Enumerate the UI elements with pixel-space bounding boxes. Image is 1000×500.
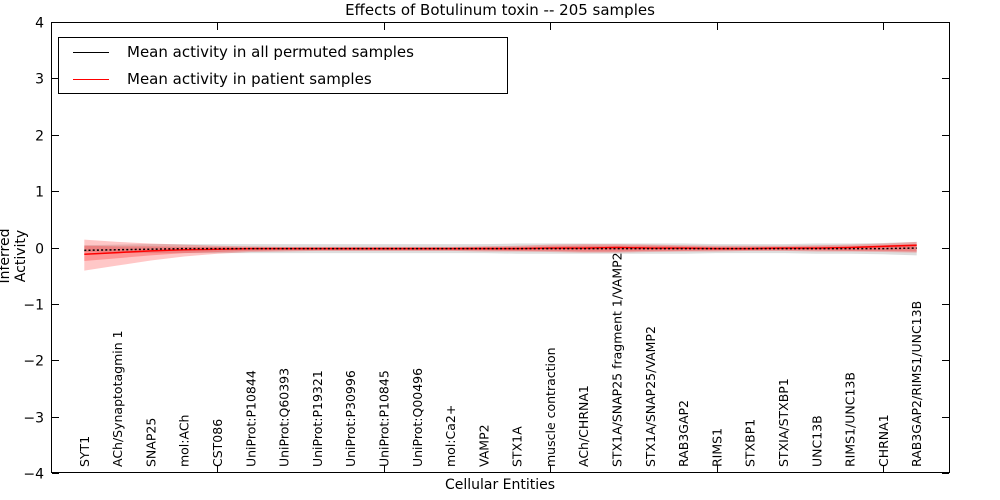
legend-entry-permuted: Mean activity in all permuted samples: [73, 39, 507, 66]
x-category-label: SNAP25: [143, 418, 158, 467]
y-tick-label: 4: [35, 16, 44, 32]
patient-sample-range-outer-band: [84, 239, 917, 271]
y-tick-label: 3: [35, 72, 44, 88]
y-tick-label: −1: [23, 298, 44, 314]
x-category-label: UniProt:Q60393: [277, 368, 292, 467]
x-category-label: UniProt:P10844: [243, 370, 258, 467]
x-category-label: STXIA/STXBP1: [776, 378, 791, 467]
legend-label-permuted: Mean activity in all permuted samples: [127, 43, 414, 61]
x-category-label: UniProt:Q00496: [410, 368, 425, 467]
y-tick-label: −3: [23, 411, 44, 427]
x-category-label: STX1A/SNAP25/VAMP2: [643, 326, 658, 467]
x-category-label: mol:ACh: [177, 415, 192, 468]
x-category-label: ACh/CHRNA1: [576, 385, 591, 467]
x-category-label: STXBP1: [743, 419, 758, 467]
y-tick-label: 0: [35, 242, 44, 258]
legend: Mean activity in all permuted samples Me…: [58, 37, 508, 94]
x-category-label: UNC13B: [809, 415, 824, 467]
x-category-label: CHRNA1: [876, 414, 891, 467]
x-category-label: mol:Ca2+: [443, 405, 458, 467]
x-category-label: UniProt:P10845: [376, 370, 391, 467]
y-tick-label: −2: [23, 354, 44, 370]
chart-title: Effects of Botulinum toxin -- 205 sample…: [345, 1, 655, 19]
x-category-label: STX1A/SNAP25 fragment 1/VAMP2: [610, 252, 625, 467]
y-tick-label: 1: [35, 185, 44, 201]
legend-line-sample-patient: [73, 78, 109, 80]
x-category-label: STX1A: [510, 426, 525, 467]
legend-line-sample-permuted: [73, 51, 109, 53]
x-category-label: CST086: [210, 419, 225, 467]
x-category-label: RAB3GAP2: [676, 400, 691, 467]
x-category-label: VAMP2: [476, 424, 491, 467]
mean-line-permuted: [84, 247, 917, 252]
x-category-label: RAB3GAP2/RIMS1/UNC13B: [909, 301, 924, 467]
x-category-label: SYT1: [77, 436, 92, 467]
x-category-label: ACh/Synaptotagmin 1: [110, 330, 125, 467]
plot-border: [51, 22, 950, 473]
x-category-label: UniProt:P19321: [310, 370, 325, 467]
legend-label-patient: Mean activity in patient samples: [127, 70, 372, 88]
y-tick-label: 2: [35, 129, 44, 145]
x-category-label: RIMS1: [709, 428, 724, 467]
legend-entry-patient: Mean activity in patient samples: [73, 66, 507, 93]
x-category-label: muscle contraction: [543, 347, 558, 467]
x-category-label: RIMS1/UNC13B: [843, 372, 858, 467]
x-category-label: UniProt:P30996: [343, 370, 358, 467]
x-axis-label: Cellular Entities: [444, 477, 556, 493]
y-tick-label: −4: [23, 467, 44, 483]
